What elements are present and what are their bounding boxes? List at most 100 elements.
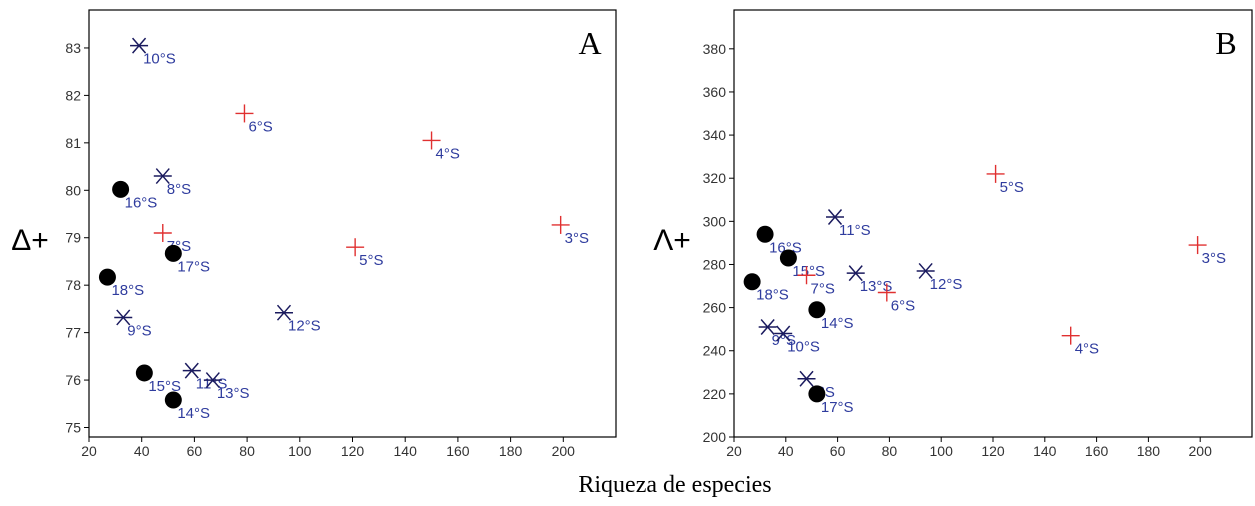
data-label: 12°S [288, 318, 321, 335]
data-label: 14°S [177, 405, 210, 422]
data-point [756, 225, 774, 243]
data-point [114, 309, 133, 326]
asterisk-stroke [116, 309, 131, 326]
data-label: 3°S [1202, 250, 1226, 267]
data-point [1188, 236, 1207, 255]
x-tick-label: 160 [1085, 443, 1109, 459]
x-tick-label: 80 [882, 443, 898, 459]
y-tick-label: 77 [65, 325, 81, 341]
data-point [153, 168, 172, 185]
x-tick-label: 200 [1189, 443, 1213, 459]
data-point [1061, 326, 1080, 345]
data-point [797, 370, 816, 387]
data-point [986, 164, 1005, 183]
data-point [808, 301, 826, 319]
data-label: 4°S [436, 145, 460, 162]
asterisk-stroke [155, 168, 170, 185]
data-label: 9°S [772, 332, 796, 349]
panel-b: 20 40 60 80 100 120 140 160 180 200 200 220 240 260 28… [653, 9, 1253, 459]
y-tick-label: 220 [703, 386, 727, 402]
data-point [797, 266, 816, 285]
x-tick-label: 20 [726, 443, 742, 459]
data-label: 10°S [143, 51, 176, 68]
y-tick-label: 320 [703, 170, 727, 186]
x-tick-label: 80 [239, 443, 255, 459]
y-tick-label: 360 [703, 84, 727, 100]
data-label: 3°S [565, 230, 589, 247]
y-axis-label: Δ+ [11, 224, 49, 257]
x-tick-label: 160 [446, 443, 470, 459]
y-tick-label: 76 [65, 372, 81, 388]
data-label: 9°S [127, 322, 151, 339]
data-point [112, 180, 130, 198]
y-tick-label: 75 [65, 420, 81, 436]
data-point [916, 262, 935, 279]
data-label: 15°S [792, 263, 825, 280]
panel-letter: B [1215, 25, 1236, 61]
y-tick-label: 81 [65, 135, 81, 151]
data-point [235, 104, 254, 123]
x-tick-label: 120 [981, 443, 1005, 459]
data-label: 13°S [217, 385, 250, 402]
panel-letter: A [578, 25, 601, 61]
data-point [877, 283, 896, 302]
y-tick-label: 240 [703, 343, 727, 359]
data-point [98, 268, 116, 286]
data-point [346, 238, 365, 257]
x-tick-label: 200 [552, 443, 576, 459]
data-point [153, 223, 172, 242]
data-point [422, 131, 441, 150]
asterisk-stroke [848, 265, 863, 282]
data-point [130, 37, 149, 54]
y-tick-label: 82 [65, 87, 81, 103]
panel-a: 20 40 60 80 100 120 140 160 180 200 75 76 77 78 79 80 81… [11, 9, 617, 459]
data-label: 7°S [811, 280, 835, 297]
y-tick-label: 79 [65, 230, 81, 246]
data-label: 11°S [839, 222, 871, 239]
y-axis-label: Λ+ [653, 224, 691, 257]
x-tick-label: 140 [1033, 443, 1057, 459]
x-tick-label: 40 [778, 443, 794, 459]
plot-frame [88, 9, 617, 438]
data-point [826, 209, 845, 226]
x-tick-label: 60 [187, 443, 203, 459]
data-point [808, 385, 826, 403]
data-point [743, 273, 761, 291]
y-tick-label: 200 [703, 429, 727, 445]
data-label: 12°S [930, 276, 963, 293]
data-point [274, 304, 293, 321]
x-tick-label: 120 [341, 443, 365, 459]
data-point [779, 249, 797, 267]
y-tick-label: 380 [703, 41, 727, 57]
asterisk-stroke [776, 325, 791, 342]
data-point [203, 372, 222, 389]
x-tick-label: 60 [830, 443, 846, 459]
data-label: 13°S [860, 278, 893, 295]
data-point [164, 391, 182, 409]
y-tick-label: 83 [65, 40, 81, 56]
data-label: 6°S [891, 298, 915, 315]
x-tick-label: 100 [930, 443, 954, 459]
asterisk-stroke [184, 362, 199, 379]
y-tick-label: 340 [703, 127, 727, 143]
data-label: 18°S [111, 282, 144, 299]
x-tick-label: 100 [288, 443, 312, 459]
data-point [758, 319, 777, 336]
asterisk-stroke [276, 304, 292, 321]
data-point [182, 362, 201, 379]
data-point [774, 325, 793, 342]
y-tick-label: 300 [703, 213, 727, 229]
y-tick-label: 280 [703, 256, 727, 272]
asterisk-stroke [799, 370, 814, 387]
y-tick-label: 80 [65, 182, 81, 198]
data-point [551, 215, 570, 234]
data-label: 4°S [1075, 341, 1099, 358]
asterisk-stroke [760, 319, 775, 336]
x-tick-label: 180 [1137, 443, 1161, 459]
data-label: 14°S [821, 315, 854, 332]
asterisk-stroke [827, 209, 843, 226]
y-tick-label: 260 [703, 300, 727, 316]
data-label: 6°S [248, 118, 272, 135]
data-label: 10°S [787, 338, 820, 355]
